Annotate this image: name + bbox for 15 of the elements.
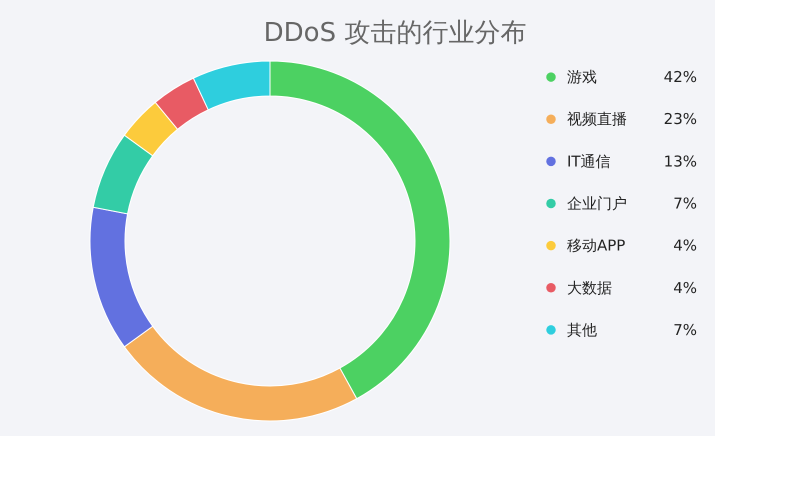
data-label: 42% — [664, 68, 697, 86]
legend-label: 其他 — [567, 320, 597, 339]
chart-title: DDoS 攻击的行业分布 — [264, 18, 526, 48]
data-label: 7% — [673, 194, 697, 212]
data-label: 13% — [664, 152, 697, 170]
data-label: 7% — [673, 320, 697, 339]
data-label: 23% — [664, 110, 697, 128]
legend-label: 游戏 — [567, 68, 597, 86]
data-label: 4% — [673, 278, 697, 297]
legend-label: 企业门户 — [567, 194, 627, 212]
legend-label: 大数据 — [567, 278, 612, 297]
legend-label: 视频直播 — [567, 110, 627, 128]
legend-label: IT通信 — [567, 152, 611, 170]
data-label: 4% — [673, 236, 697, 255]
legend-label: 移动APP — [567, 236, 626, 255]
